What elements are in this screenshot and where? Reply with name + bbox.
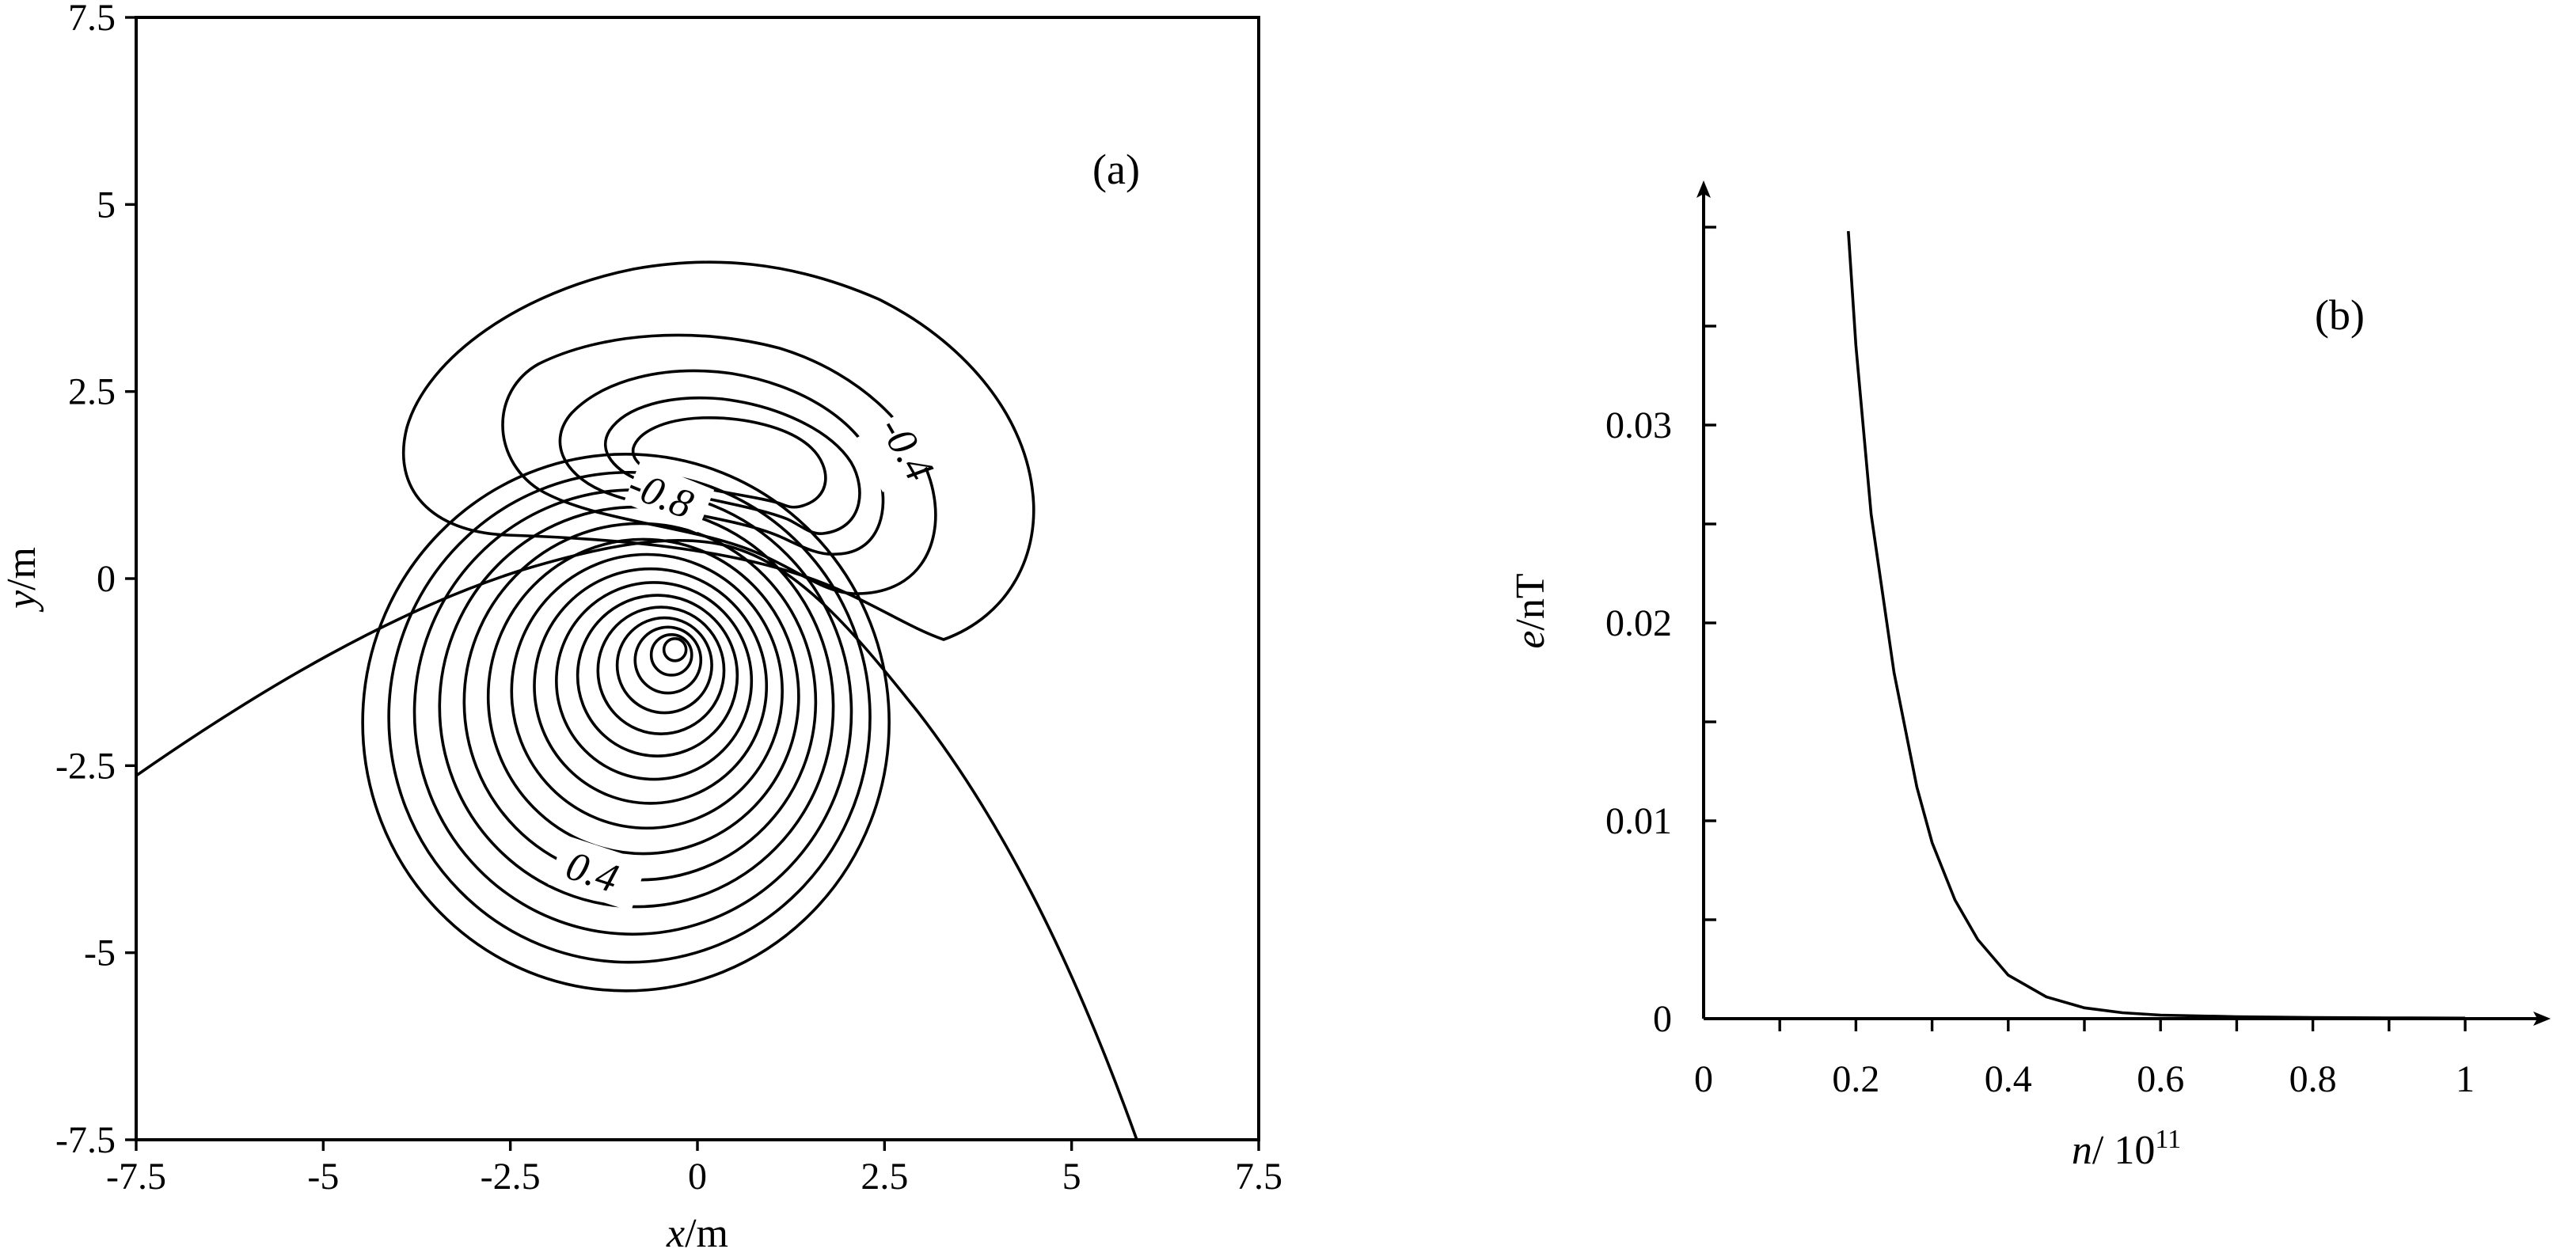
y-tick-label: 7.5 [68,0,116,39]
x-tick-label: -2.5 [481,1156,541,1198]
y-axis-variable: e [1508,631,1553,649]
panel-b-line-plot: (b) 0 0.2 0.4 0.6 0.8 1 0 0.01 0.02 0.03 n/ 1011… [1508,180,2551,1173]
contour-label-gap [548,834,648,912]
y-tick-label: 0.02 [1605,602,1672,644]
x-axis-variable: x [666,1211,685,1249]
y-axis-arrow-icon [1696,180,1711,198]
x-tick-label: 0 [1694,1058,1713,1100]
panel-a-contour-plot: (a) -7.5 -5 -2.5 0 2.5 5 7.5 7.552.50-2.5-5-7.… [0,0,1282,1249]
x-axis-variable: n [2072,1128,2092,1173]
x-tick-label: 0.8 [2289,1058,2337,1100]
panel-b-y-axis-label: e/nT [1508,573,1553,648]
x-tick-label: 0.4 [1985,1058,2032,1100]
contour-neg-2 [501,333,937,595]
contour-label-gap [853,404,946,492]
x-axis-exponent: 11 [2155,1125,2181,1154]
y-tick-label: -5 [84,932,116,974]
contour-positive-ring [649,632,693,677]
contour-positive-ring [387,470,872,964]
contour-lines [135,260,1138,1141]
x-axis-unit: /m [685,1211,728,1249]
panel-a-x-ticks: -7.5 -5 -2.5 0 2.5 5 7.5 [106,1140,1282,1198]
y-axis-unit: /m [0,547,44,590]
contour-positive-ring [596,606,726,735]
contour-positive-ring [555,581,754,781]
contour-positive-ring [633,625,703,695]
y-tick-label: -7.5 [55,1119,116,1161]
panel-a-x-axis-label: x/m [666,1211,728,1249]
x-tick-label: 0.6 [2137,1058,2184,1100]
y-axis-unit: /nT [1508,573,1553,630]
y-tick-label: -2.5 [55,745,116,787]
panel-b-x-ticks: 0 0.2 0.4 0.6 0.8 1 [1694,1019,2475,1100]
contour-positive-ring [615,616,713,715]
contour-labels: -0.4 -0.8 0.4 [548,404,946,912]
x-tick-label: 0.2 [1832,1058,1879,1100]
y-tick-label: 0 [1653,998,1672,1040]
panel-a-label: (a) [1092,146,1140,193]
y-tick-label: 2.5 [68,371,116,413]
panel-a-y-axis-label: y/m [0,547,44,613]
contour-positive-ring [662,637,688,662]
contour-positive-ring [510,552,784,830]
contour-positive-ring [486,537,800,856]
x-tick-label: 7.5 [1235,1156,1282,1198]
x-tick-label: 0 [688,1156,707,1198]
x-tick-label: -7.5 [106,1156,166,1198]
contour-zero [135,539,1138,1141]
panel-b-label: (b) [2315,291,2365,339]
y-tick-label: 5 [97,184,116,226]
contour-positive-ring [361,452,891,993]
y-tick-label: 0.03 [1605,404,1672,446]
panel-b-y-ticks: 0 0.01 0.02 0.03 [1605,226,1716,1040]
contour-label-gap [623,460,715,533]
y-tick-label: 0.01 [1605,800,1672,842]
x-axis-unit: / 10 [2092,1128,2155,1173]
positive-lobe-contours [361,452,891,993]
x-tick-label: 1 [2456,1058,2475,1100]
contour-positive-ring [462,522,818,882]
series-line-e-vs-n [1847,230,2466,1020]
panel-b-x-axis-label: n/ 1011 [2072,1125,2181,1173]
x-tick-label: 2.5 [861,1156,908,1198]
contour-positive-ring [576,594,739,758]
contour-positive-ring [533,567,769,805]
y-axis-variable: y [0,590,44,613]
y-tick-label: 0 [97,558,116,600]
x-tick-label: -5 [307,1156,339,1198]
contour-neg-outer [401,260,1035,641]
panel-a-y-ticks: 7.5 5 2.5 0 -2.5 -5 -7.5 [55,0,136,1161]
x-tick-label: 5 [1062,1156,1081,1198]
x-axis-arrow-icon [2533,1012,2551,1026]
contour-neg-5 [631,416,827,509]
